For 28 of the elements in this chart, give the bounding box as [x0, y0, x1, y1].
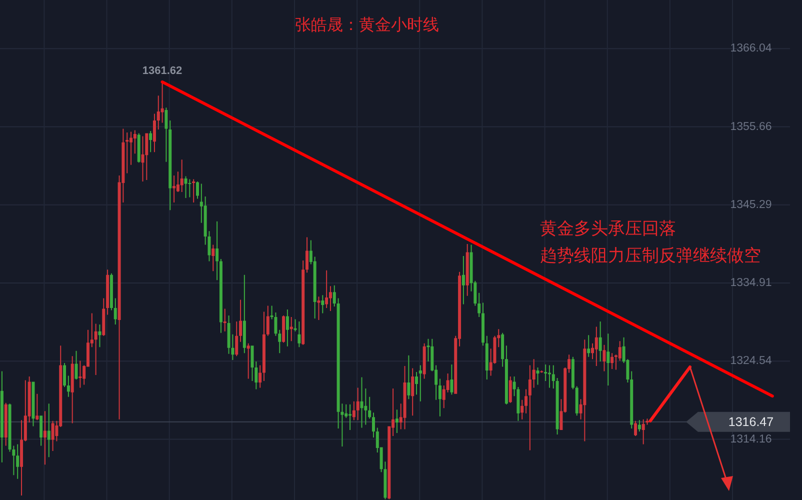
y-tick-label: 1355.66: [730, 120, 772, 133]
candlestick: [43, 411, 46, 465]
candlestick: [192, 179, 196, 203]
candlestick: [548, 365, 551, 388]
ref-line-label: 1316.47: [728, 414, 774, 429]
candlestick: [223, 308, 226, 332]
candlestick: [418, 365, 422, 402]
candlestick: [290, 317, 293, 342]
candlestick: [395, 410, 398, 433]
candlestick: [348, 404, 352, 430]
candlestick: [47, 404, 50, 458]
y-tick-label: 1366.04: [730, 42, 772, 55]
candlestick: [172, 175, 176, 203]
y-tick-label: 1324.54: [730, 355, 772, 368]
candlestick: [246, 343, 250, 379]
candlestick: [78, 360, 82, 388]
y-tick-label: 1345.29: [730, 198, 772, 211]
annotation: 黄金多头承压回落: [540, 219, 676, 238]
candlestick: [536, 367, 540, 385]
candlestick: [317, 296, 320, 320]
annotation: 趋势线阻力压制反弹继续做空: [540, 246, 761, 265]
candlestick: [36, 394, 39, 420]
y-tick-label: 1334.91: [730, 277, 772, 290]
candlestick: [188, 179, 192, 198]
y-tick-label: 1314.16: [730, 433, 772, 446]
annotation: 1361.62: [142, 64, 182, 77]
candlestick: [126, 132, 129, 174]
text: 张皓晟：黄金小时线: [295, 16, 439, 34]
